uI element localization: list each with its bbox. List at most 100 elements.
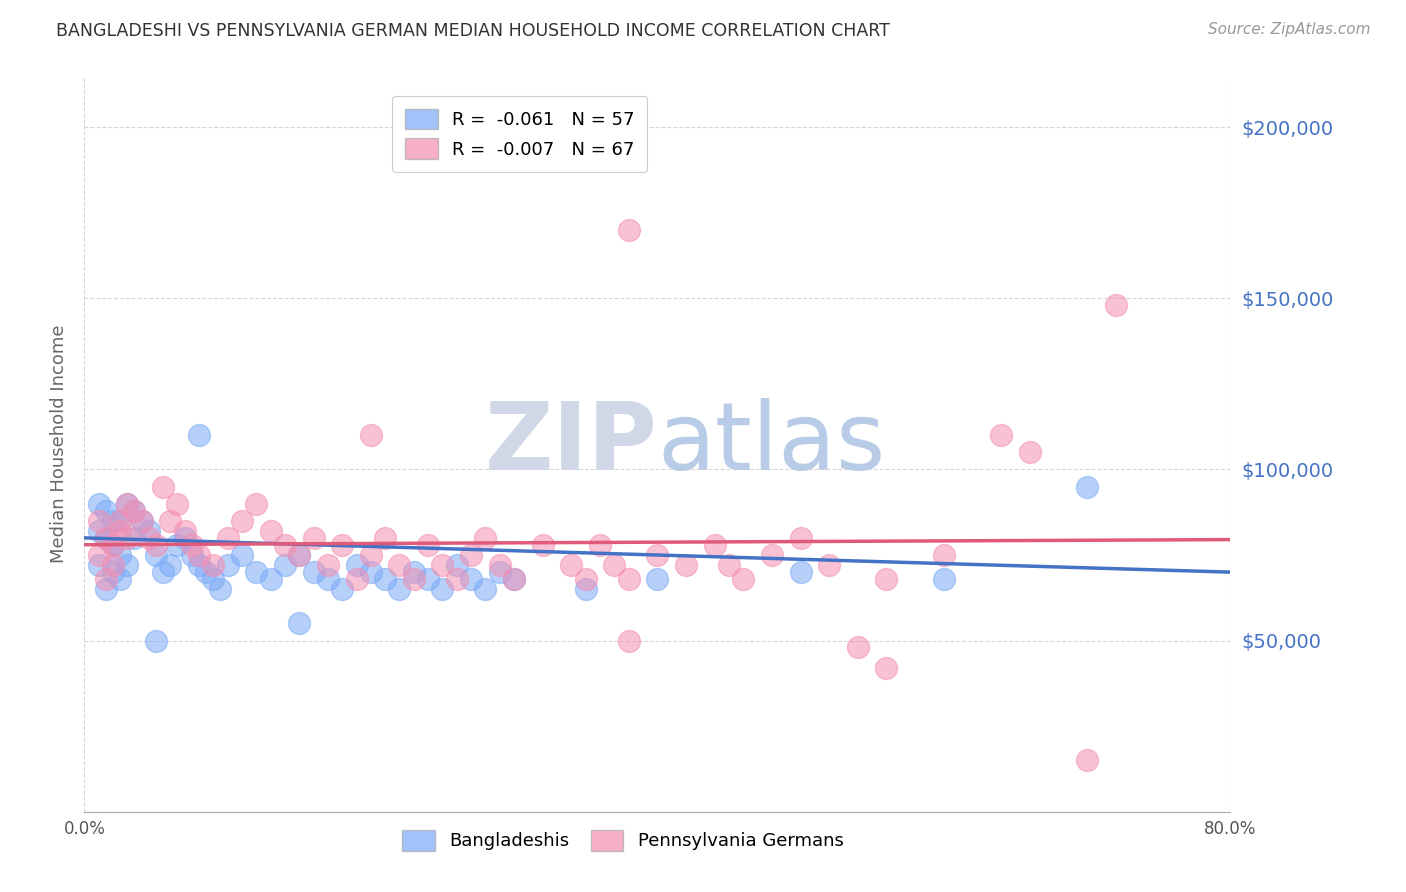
Point [402, 565, 425, 579]
Point [1076, 479, 1098, 493]
Point [288, 616, 311, 631]
Point [188, 428, 211, 442]
Point [138, 524, 160, 538]
Point [188, 548, 211, 562]
Point [108, 524, 131, 538]
Point [761, 548, 783, 562]
Point [1018, 445, 1040, 459]
Point [259, 524, 281, 538]
Point [818, 558, 841, 573]
Point [360, 428, 382, 442]
Point [173, 531, 195, 545]
Point [195, 565, 218, 579]
Point [217, 531, 239, 545]
Point [418, 538, 440, 552]
Point [503, 572, 526, 586]
Point [108, 514, 131, 528]
Point [145, 538, 167, 552]
Point [302, 565, 325, 579]
Point [87, 524, 110, 538]
Point [94, 572, 117, 586]
Point [432, 582, 454, 597]
Point [202, 572, 225, 586]
Point [360, 548, 382, 562]
Point [488, 558, 510, 573]
Point [617, 633, 640, 648]
Point [209, 582, 232, 597]
Point [101, 514, 124, 528]
Point [932, 548, 955, 562]
Point [388, 558, 411, 573]
Point [117, 497, 139, 511]
Point [316, 558, 339, 573]
Point [166, 538, 188, 552]
Point [245, 497, 267, 511]
Point [503, 572, 526, 586]
Point [245, 565, 267, 579]
Point [94, 531, 117, 545]
Point [932, 572, 955, 586]
Point [101, 538, 124, 552]
Point [87, 497, 110, 511]
Text: ZIP: ZIP [485, 398, 658, 490]
Point [432, 558, 454, 573]
Point [617, 223, 640, 237]
Point [560, 558, 582, 573]
Point [94, 582, 117, 597]
Point [288, 548, 311, 562]
Point [131, 514, 153, 528]
Point [159, 514, 181, 528]
Point [876, 661, 898, 675]
Point [374, 531, 396, 545]
Point [180, 538, 202, 552]
Point [231, 548, 253, 562]
Point [117, 558, 139, 573]
Point [316, 572, 339, 586]
Point [1105, 298, 1128, 312]
Point [180, 548, 202, 562]
Point [346, 572, 368, 586]
Point [131, 514, 153, 528]
Point [717, 558, 740, 573]
Legend: Bangladeshis, Pennsylvania Germans: Bangladeshis, Pennsylvania Germans [395, 822, 851, 858]
Point [101, 565, 124, 579]
Point [124, 503, 146, 517]
Point [152, 479, 174, 493]
Point [575, 582, 598, 597]
Point [87, 558, 110, 573]
Point [1076, 753, 1098, 767]
Point [488, 565, 510, 579]
Point [108, 572, 131, 586]
Point [474, 582, 496, 597]
Point [259, 572, 281, 586]
Point [990, 428, 1012, 442]
Point [388, 582, 411, 597]
Point [152, 565, 174, 579]
Point [138, 531, 160, 545]
Point [166, 497, 188, 511]
Point [603, 558, 626, 573]
Point [474, 531, 496, 545]
Point [330, 582, 353, 597]
Point [159, 558, 181, 573]
Point [302, 531, 325, 545]
Point [346, 558, 368, 573]
Point [703, 538, 725, 552]
Point [108, 548, 131, 562]
Point [124, 531, 146, 545]
Point [575, 572, 598, 586]
Point [446, 558, 468, 573]
Point [360, 565, 382, 579]
Point [87, 548, 110, 562]
Point [374, 572, 396, 586]
Text: BANGLADESHI VS PENNSYLVANIA GERMAN MEDIAN HOUSEHOLD INCOME CORRELATION CHART: BANGLADESHI VS PENNSYLVANIA GERMAN MEDIA… [56, 22, 890, 40]
Point [94, 531, 117, 545]
Point [617, 572, 640, 586]
Point [846, 640, 869, 655]
Point [231, 514, 253, 528]
Point [460, 572, 482, 586]
Point [274, 558, 297, 573]
Point [330, 538, 353, 552]
Point [108, 514, 131, 528]
Point [460, 548, 482, 562]
